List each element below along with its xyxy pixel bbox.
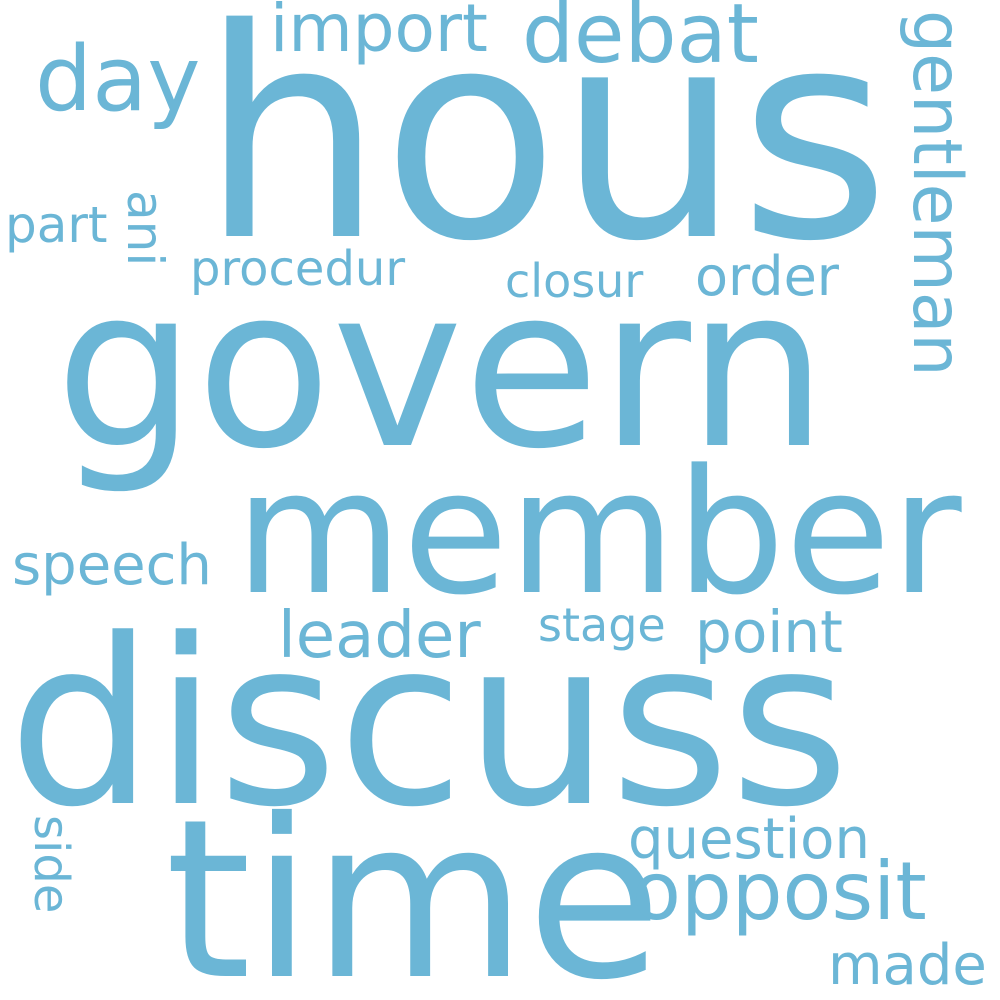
word-question: question	[628, 807, 870, 872]
word-closur: closur	[505, 254, 644, 308]
word-made: made	[828, 933, 987, 998]
word-point: point	[695, 598, 843, 666]
word-side: side	[23, 815, 79, 914]
word-govern: govern	[55, 240, 828, 498]
word-order: order	[695, 245, 839, 308]
word-opposit: opposit	[632, 845, 927, 938]
word-procedur: procedur	[190, 241, 406, 297]
word-stage: stage	[538, 598, 666, 652]
word-member: member	[235, 432, 962, 633]
word-speech: speech	[12, 533, 212, 598]
word-part: part	[5, 196, 108, 254]
word-hous: hous	[200, 0, 890, 305]
word-import: import	[270, 0, 488, 67]
word-leader: leader	[278, 599, 481, 673]
word-discuss: discuss	[8, 591, 850, 858]
word-day: day	[35, 27, 201, 132]
word-ani: ani	[116, 190, 174, 267]
word-time: time	[165, 772, 663, 1000]
word-gentleman: gentleman	[897, 10, 976, 377]
word-debat: debat	[522, 0, 759, 82]
